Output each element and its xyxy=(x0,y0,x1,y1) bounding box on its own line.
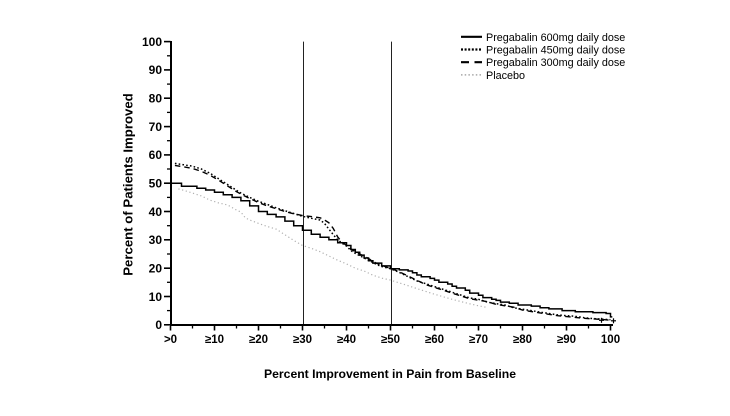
svg-text:≥50: ≥50 xyxy=(381,334,400,346)
svg-text:≥40: ≥40 xyxy=(337,334,356,346)
svg-text:100: 100 xyxy=(142,35,162,49)
svg-text:≥20: ≥20 xyxy=(249,334,268,346)
svg-text:≥70: ≥70 xyxy=(469,334,488,346)
svg-text:≥10: ≥10 xyxy=(205,334,224,346)
svg-text:Pregabalin 300mg daily dose: Pregabalin 300mg daily dose xyxy=(486,57,625,69)
svg-text:Pregabalin 450mg daily dose: Pregabalin 450mg daily dose xyxy=(486,45,625,57)
svg-text:≥60: ≥60 xyxy=(425,334,444,346)
svg-text:80: 80 xyxy=(149,92,163,106)
svg-text:20: 20 xyxy=(149,262,163,276)
svg-text:≥90: ≥90 xyxy=(557,334,576,346)
svg-text:100: 100 xyxy=(601,334,620,346)
svg-text:50: 50 xyxy=(149,177,163,191)
svg-text:10: 10 xyxy=(149,290,163,304)
svg-text:Percent Improvement in Pain fr: Percent Improvement in Pain from Baselin… xyxy=(264,367,516,381)
svg-text:40: 40 xyxy=(149,205,163,219)
svg-text:Placebo: Placebo xyxy=(486,70,525,82)
svg-text:30: 30 xyxy=(149,233,163,247)
svg-text:60: 60 xyxy=(149,148,163,162)
svg-text:≥80: ≥80 xyxy=(513,334,532,346)
svg-text:≥30: ≥30 xyxy=(293,334,312,346)
svg-text:0: 0 xyxy=(155,318,162,332)
svg-text:90: 90 xyxy=(149,63,163,77)
svg-text:70: 70 xyxy=(149,120,163,134)
svg-text:Percent of Patients Improved: Percent of Patients Improved xyxy=(121,93,136,275)
svg-text:Pregabalin 600mg daily dose: Pregabalin 600mg daily dose xyxy=(486,32,625,44)
svg-text:>0: >0 xyxy=(164,334,177,346)
